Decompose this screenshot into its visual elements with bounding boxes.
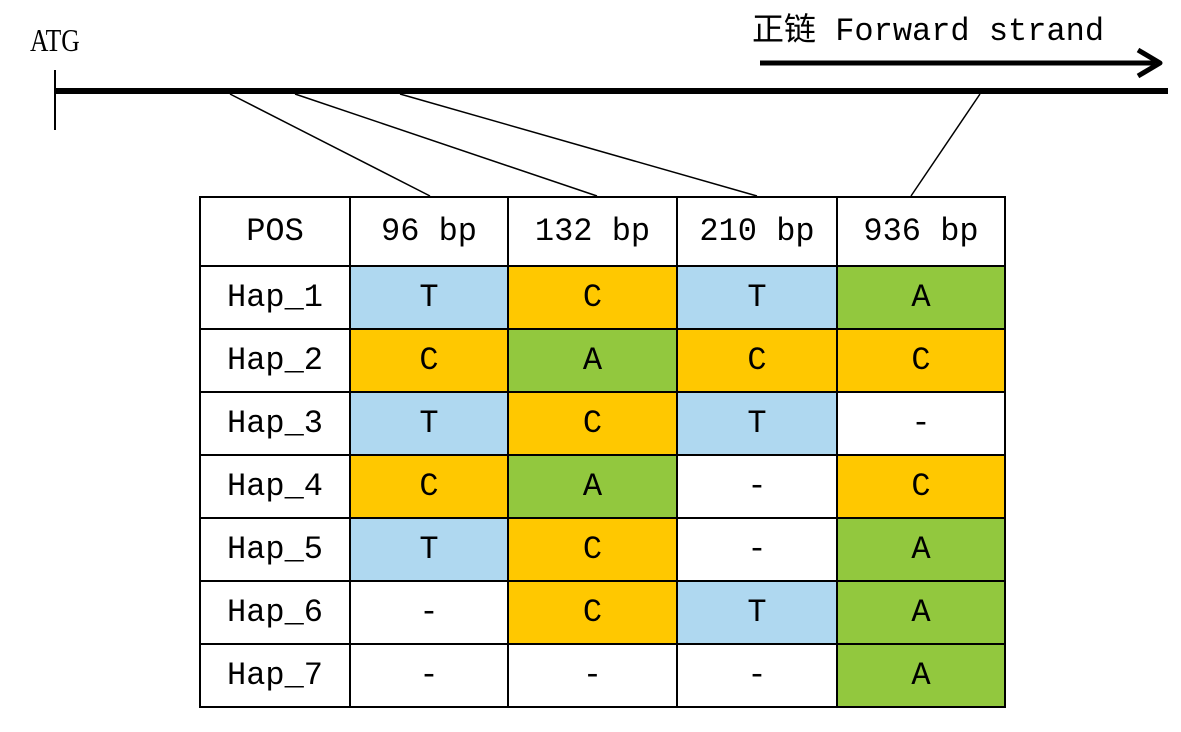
allele-cell: C xyxy=(836,454,1006,519)
allele-cell: T xyxy=(676,580,838,645)
allele-cell: T xyxy=(349,517,509,582)
haplotype-label: Hap_3 xyxy=(199,391,351,456)
haplotype-label: Hap_6 xyxy=(199,580,351,645)
table-row: Hap_1 T C T A xyxy=(199,265,1006,330)
allele-cell: T xyxy=(676,391,838,456)
allele-cell: - xyxy=(676,517,838,582)
allele-cell: A xyxy=(507,328,678,393)
header-cell: POS xyxy=(199,196,351,267)
allele-cell: C xyxy=(349,454,509,519)
allele-cell: C xyxy=(349,328,509,393)
arrow-head-icon xyxy=(1136,47,1163,79)
allele-cell: C xyxy=(676,328,838,393)
header-cell: 936 bp xyxy=(836,196,1006,267)
haplotype-label: Hap_5 xyxy=(199,517,351,582)
table-row: Hap_7- - - A xyxy=(199,643,1006,708)
allele-cell: - xyxy=(507,643,678,708)
allele-cell: A xyxy=(836,643,1006,708)
start-codon-label: ATG xyxy=(30,22,80,58)
allele-cell: C xyxy=(507,265,678,330)
haplotype-label: Hap_4 xyxy=(199,454,351,519)
allele-cell: - xyxy=(349,643,509,708)
allele-cell: - xyxy=(676,454,838,519)
allele-cell: C xyxy=(507,517,678,582)
allele-cell: T xyxy=(349,265,509,330)
allele-cell: - xyxy=(676,643,838,708)
allele-cell: A xyxy=(507,454,678,519)
haplotype-table: POS 96 bp 132 bp 210 bp 936 bp Hap_1 T C T A Hap_2… xyxy=(199,196,1006,708)
allele-cell: C xyxy=(507,391,678,456)
table-row: Hap_2 C A C C xyxy=(199,328,1006,393)
haplotype-label: Hap_2 xyxy=(199,328,351,393)
connector-132bp xyxy=(294,93,598,197)
strand-label: 正链 Forward strand xyxy=(752,13,1105,50)
allele-cell: A xyxy=(836,580,1006,645)
allele-cell: A xyxy=(836,517,1006,582)
connector-96bp xyxy=(229,93,431,197)
header-cell: 96 bp xyxy=(349,196,509,267)
allele-cell: T xyxy=(349,391,509,456)
connector-936bp xyxy=(910,93,981,197)
haplotype-label: Hap_1 xyxy=(199,265,351,330)
haplotype-label: Hap_7 xyxy=(199,643,351,708)
header-cell: 210 bp xyxy=(676,196,838,267)
header-row: POS 96 bp 132 bp 210 bp 936 bp xyxy=(199,196,1006,267)
table-row: Hap_4 C A - C xyxy=(199,454,1006,519)
table-row: Hap_5 T C - A xyxy=(199,517,1006,582)
allele-cell: - xyxy=(349,580,509,645)
allele-cell: T xyxy=(676,265,838,330)
allele-cell: - xyxy=(836,391,1006,456)
allele-cell: A xyxy=(836,265,1006,330)
table-row: Hap_3 T C T - xyxy=(199,391,1006,456)
connector-210bp xyxy=(399,93,758,197)
header-cell: 132 bp xyxy=(507,196,678,267)
table-row: Hap_6- C T A xyxy=(199,580,1006,645)
allele-cell: C xyxy=(836,328,1006,393)
allele-cell: C xyxy=(507,580,678,645)
